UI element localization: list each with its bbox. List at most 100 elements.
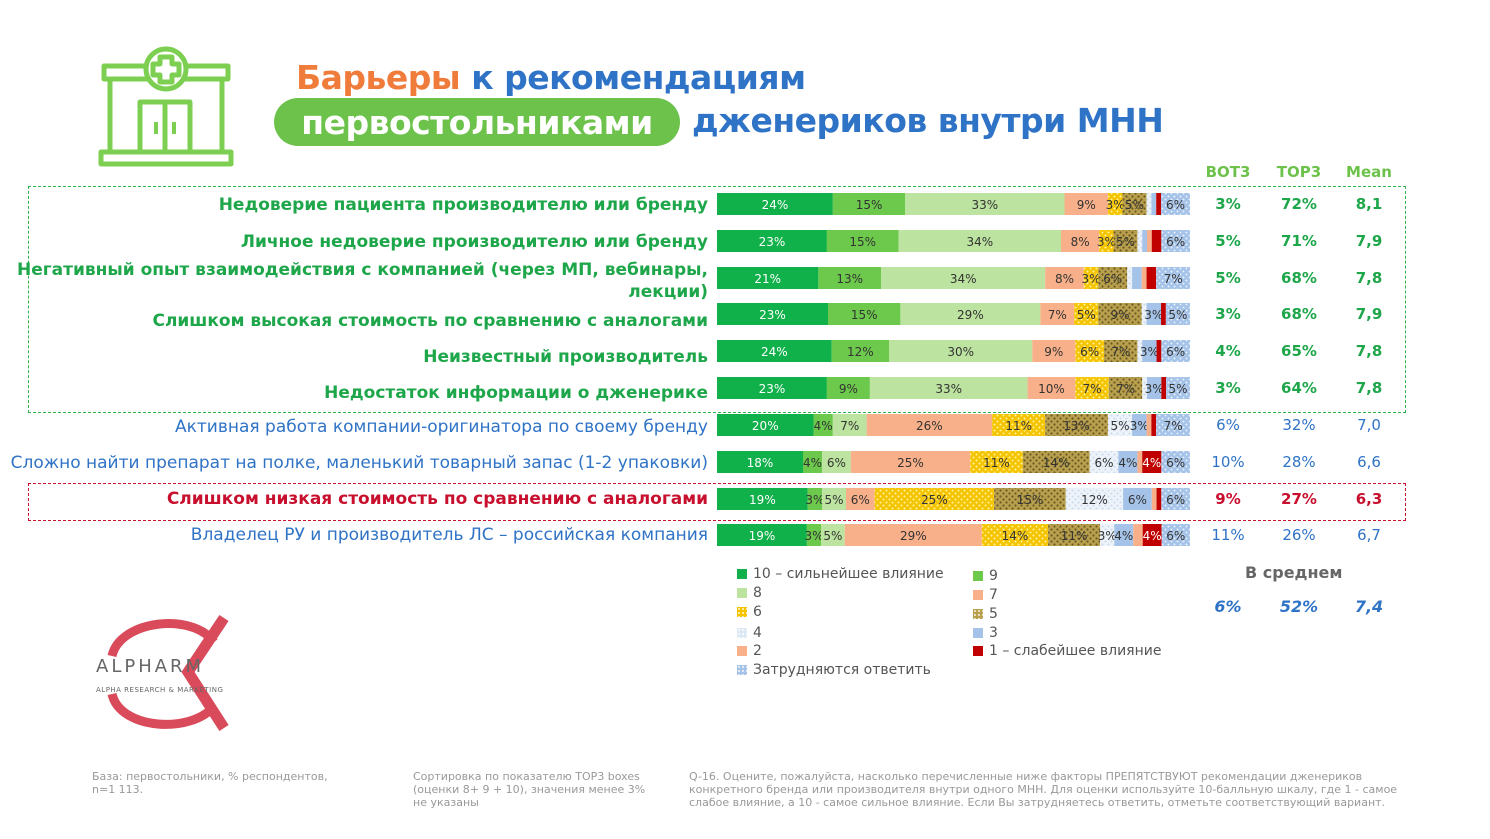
bar-segment-row1-9 [826, 230, 899, 252]
legend-swatch [973, 571, 983, 581]
row-bot3: 11% [1211, 526, 1245, 544]
bar-segment-row4-8 [889, 340, 1033, 362]
bar-label-row1-8: 34% [966, 235, 993, 249]
average-label: В среднем [1245, 563, 1343, 582]
bar-segment-row4-7 [1032, 340, 1076, 362]
bar-segment-row2-8 [881, 267, 1046, 289]
bar-segment-row0-7 [1064, 193, 1108, 215]
bar-label-row9-10: 19% [749, 529, 776, 543]
bar-segment-row8-10 [717, 488, 808, 510]
bar-segment-row9-10 [717, 524, 807, 546]
bar-segment-row6-4 [1107, 414, 1133, 436]
bar-segment-row1-1 [1151, 230, 1162, 252]
bar-segment-row1-dk [1161, 230, 1190, 252]
row-top3: 32% [1282, 416, 1316, 434]
legend-item-5: 5 [973, 606, 998, 622]
bar-label-row0-7: 9% [1077, 198, 1096, 212]
bar-segment-row6-7 [866, 414, 993, 436]
bar-label-row3-7: 7% [1048, 308, 1067, 322]
pharmacy-icon [98, 46, 234, 167]
bar-segment-row8-dk [1161, 488, 1190, 510]
legend-label: 1 – слабейшее влияние [989, 643, 1162, 659]
bar-label-row3-9: 15% [851, 308, 878, 322]
bar-label-row9-5: 11% [1061, 529, 1088, 543]
bar-segment-row7-9 [803, 451, 823, 473]
bar-segment-row6-10 [717, 414, 814, 436]
bar-label-row7-3: 4% [1118, 456, 1137, 470]
bar-segment-row5-10 [717, 377, 827, 399]
bar-segment-row4-3 [1142, 340, 1157, 362]
bar-label-row8-3: 6% [1128, 493, 1147, 507]
legend-label: Затрудняются ответить [753, 662, 931, 678]
legend-swatch [737, 646, 747, 656]
bar-label-row6-dk: 7% [1164, 419, 1183, 433]
bar-segment-row2-5 [1098, 267, 1128, 289]
logo-name: ALPHARM [96, 656, 205, 677]
row-label: Владелец РУ и производитель ЛС – российс… [190, 525, 708, 545]
row-mean: 7,8 [1355, 342, 1383, 360]
bar-label-row6-7: 26% [916, 419, 943, 433]
bar-segment-row9-5 [1048, 524, 1101, 546]
bar-label-row5-3: 3% [1145, 382, 1164, 396]
bar-segment-row8-2 [1151, 488, 1157, 510]
bar-segment-row7-8 [822, 451, 851, 473]
bar-label-row2-5: 6% [1103, 272, 1122, 286]
legend-swatch [737, 569, 747, 579]
bar-segment-row7-6 [970, 451, 1023, 473]
bar-segment-row9-dk [1161, 524, 1190, 546]
legend-label: 6 [753, 604, 762, 620]
bar-label-row5-7: 10% [1038, 382, 1065, 396]
bar-label-row6-4: 5% [1110, 419, 1129, 433]
bar-label-row4-7: 9% [1044, 345, 1063, 359]
bar-segment-row6-9 [813, 414, 833, 436]
legend-item-2: 2 [737, 643, 762, 659]
bar-segment-row4-10 [717, 340, 832, 362]
row-label: Неизвестный производитель [423, 347, 708, 367]
bar-segment-row3-4 [1141, 303, 1147, 325]
bar-label-row7-5: 14% [1043, 456, 1070, 470]
bar-label-row8-9: 3% [805, 493, 824, 507]
footer-question: Q-16. Оцените, пожалуйста, насколько пер… [689, 770, 1398, 809]
bar-segment-row6-8 [832, 414, 867, 436]
bar-label-row2-dk: 7% [1164, 272, 1183, 286]
legend-item-7: 7 [973, 587, 998, 603]
row-mean: 7,9 [1355, 232, 1383, 250]
bar-segment-row5-6 [1075, 377, 1109, 399]
row-top3: 68% [1281, 269, 1317, 287]
row-label: Активная работа компании-оригинатора по … [175, 417, 708, 437]
bar-segment-row0-1 [1156, 193, 1162, 215]
col-head-top3: TOP3 [1276, 163, 1322, 181]
title-part-1: Барьеры [296, 58, 461, 97]
legend-item-8: 8 [737, 585, 762, 601]
bar-label-row4-8: 30% [947, 345, 974, 359]
bar-label-row9-8: 5% [823, 529, 842, 543]
legend-label: 2 [753, 643, 762, 659]
bar-label-row8-10: 19% [749, 493, 776, 507]
bar-segment-row3-5 [1098, 303, 1142, 325]
average-top3: 52% [1279, 597, 1319, 616]
bar-segment-row6-6 [992, 414, 1046, 436]
bar-segment-row3-7 [1040, 303, 1075, 325]
row-top3: 28% [1282, 453, 1316, 471]
legend-swatch [737, 588, 747, 598]
row-label: Недостаток информации о дженерике [324, 383, 708, 403]
bar-segment-row0-3 [1151, 193, 1157, 215]
bar-segment-row8-8 [822, 488, 846, 510]
bar-label-row2-7: 8% [1055, 272, 1074, 286]
bar-segment-row7-7 [850, 451, 971, 473]
bar-segment-row5-7 [1027, 377, 1076, 399]
bar-label-row1-7: 8% [1071, 235, 1090, 249]
row-label: Слишком низкая стоимость по сравнению с … [166, 489, 708, 509]
row-bot3: 3% [1215, 305, 1241, 323]
bar-segment-row9-7 [844, 524, 982, 546]
bar-segment-row7-5 [1022, 451, 1090, 473]
bar-label-row5-6: 7% [1083, 382, 1102, 396]
bar-segment-row4-4 [1137, 340, 1143, 362]
bar-segment-row7-dk [1161, 451, 1190, 473]
bar-label-row9-6: 14% [1002, 529, 1029, 543]
bar-segment-row1-4 [1137, 230, 1143, 252]
bar-label-row9-1: 4% [1143, 529, 1162, 543]
bar-label-row9-9: 3% [804, 529, 823, 543]
bar-label-row2-6: 3% [1082, 272, 1101, 286]
bar-label-row5-9: 9% [839, 382, 858, 396]
